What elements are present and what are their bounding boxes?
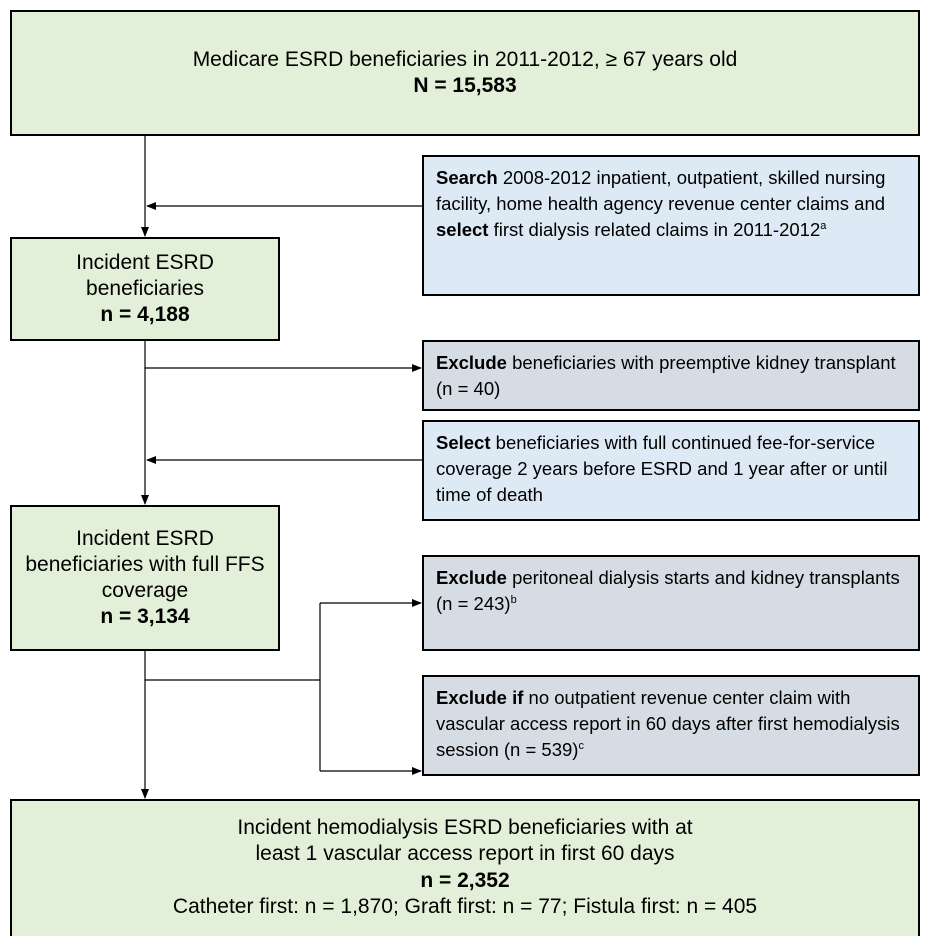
step: Select beneficiaries with full continued… — [422, 420, 920, 521]
footnote-mark: a — [820, 219, 827, 232]
node-title: Incident hemodialysis ESRD beneficiaries… — [237, 816, 693, 866]
node-title: Incident ESRD beneficiaries with full FF… — [25, 526, 265, 603]
step: Exclude peritoneal dialysis starts and k… — [422, 555, 920, 651]
footnote-mark: c — [578, 739, 584, 752]
node-count: n = 2,352 — [420, 868, 510, 892]
step-text: beneficiaries with full continued fee-fo… — [436, 432, 888, 505]
step-keyword: select — [436, 218, 489, 240]
node-count: n = 4,188 — [100, 303, 190, 327]
node: Incident hemodialysis ESRD beneficiaries… — [10, 799, 920, 936]
node: Medicare ESRD beneficiaries in 2011-2012… — [10, 10, 920, 136]
step-keyword: Exclude — [436, 567, 507, 588]
step-text: beneficiaries with preemptive kidney tra… — [436, 352, 896, 399]
step-text: 2008-2012 inpatient, outpatient, skilled… — [436, 167, 886, 214]
step-text: peritoneal dialysis starts and kidney tr… — [436, 567, 900, 614]
footnote-mark: b — [510, 593, 517, 606]
node-title: Medicare ESRD beneficiaries in 2011-2012… — [192, 47, 738, 71]
node: Incident ESRD beneficiaries with full FF… — [10, 505, 280, 651]
step-keyword: Exclude — [436, 352, 507, 373]
node-title: Incident ESRD beneficiaries — [76, 250, 214, 300]
node: Incident ESRD beneficiaries n = 4,188 — [10, 237, 280, 341]
node-count: n = 3,134 — [100, 605, 190, 629]
step: Search 2008-2012 inpatient, outpatient, … — [422, 155, 920, 296]
step-text: no outpatient revenue center claim with … — [436, 687, 900, 760]
step: Exclude if no outpatient revenue center … — [422, 675, 920, 776]
step-text: first dialysis related claims in 2011-20… — [493, 218, 821, 240]
step: Exclude beneficiaries with preemptive ki… — [422, 340, 920, 411]
step-keyword: Exclude if — [436, 687, 524, 708]
node-detail: Catheter first: n = 1,870; Graft first: … — [172, 894, 758, 918]
step-keyword: Search — [436, 167, 498, 188]
step-keyword: Select — [436, 432, 491, 453]
node-count: N = 15,583 — [413, 74, 517, 97]
